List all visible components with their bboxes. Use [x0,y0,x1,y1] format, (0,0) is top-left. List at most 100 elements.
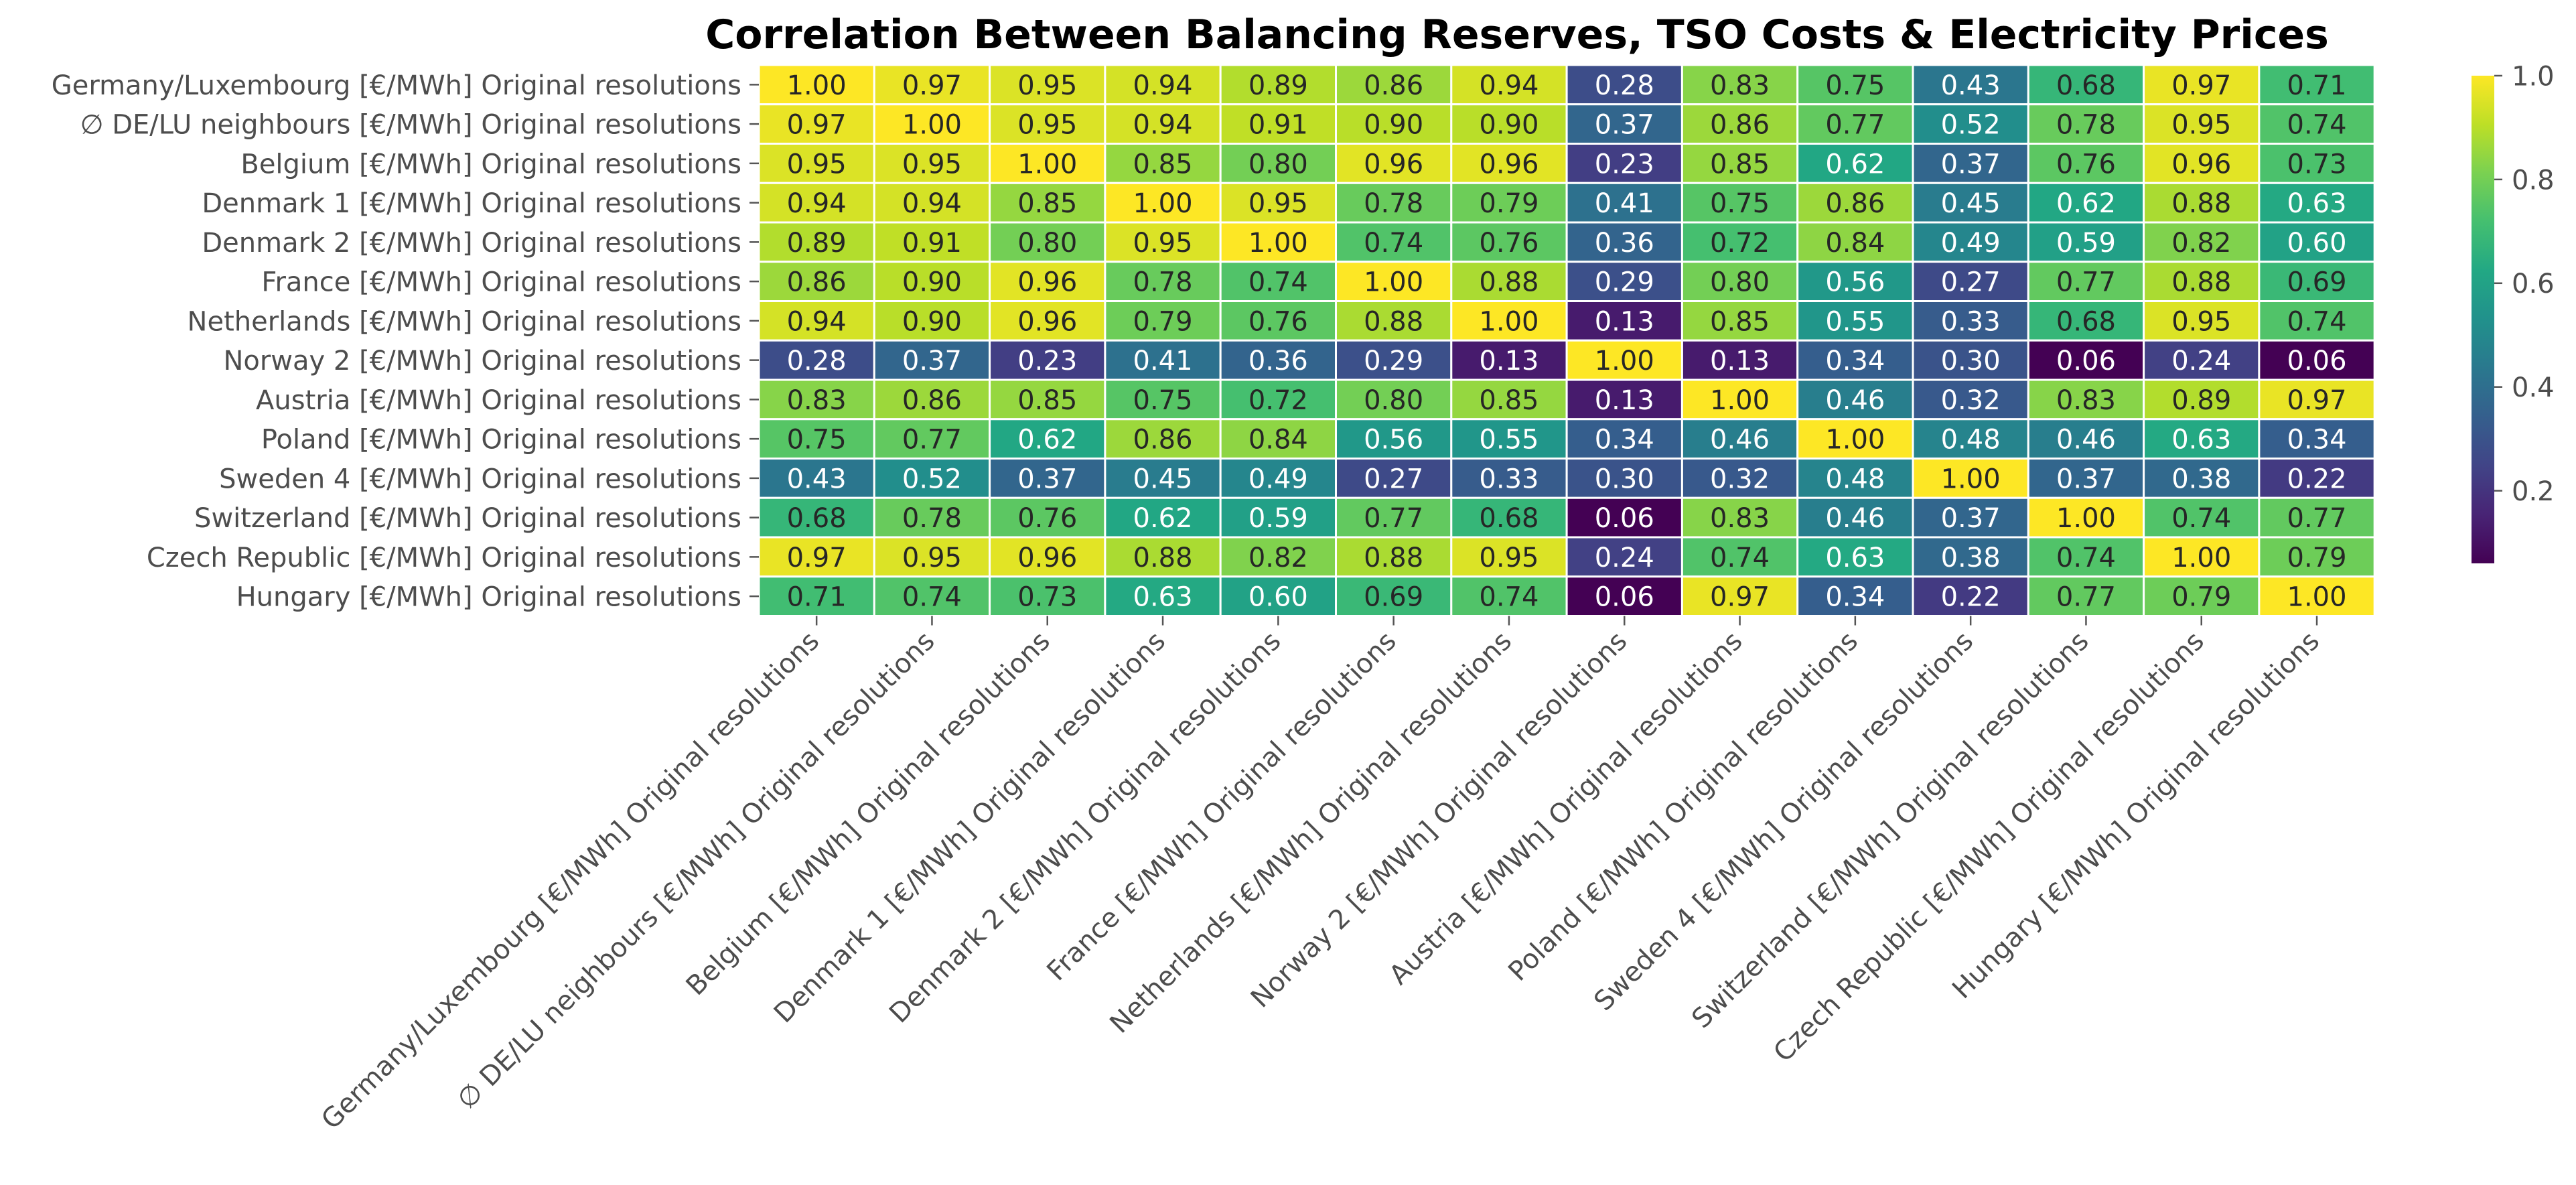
heatmap-cell [758,103,875,145]
cell-value-label: 0.72 [1248,385,1308,416]
cell-value-label: 0.91 [1248,110,1308,141]
heatmap-cell [1796,575,1914,617]
cell-value-label: 0.95 [1133,228,1193,259]
y-tick-label: Hungary [€/MWh] Original resolutions [236,582,741,613]
heatmap-cell [2143,143,2261,184]
cell-value-label: 0.30 [1595,464,1654,494]
cell-value-label: 0.22 [2287,464,2347,494]
cell-value-label: 0.68 [2056,306,2116,337]
cell-value-label: 0.91 [902,228,962,259]
cell-value-label: 0.82 [2171,228,2231,259]
y-tick-label: Germany/Luxembourg [€/MWh] Original reso… [52,70,741,101]
cell-value-label: 0.95 [902,149,962,180]
cell-value-label: 0.55 [1479,425,1539,456]
colorbar-tick-label: 0.2 [2512,476,2555,507]
cell-value-label: 0.45 [1133,464,1193,494]
cell-value-label: 0.76 [1248,306,1308,337]
cell-value-label: 0.77 [902,425,962,456]
heatmap-cell [1680,300,1799,342]
cell-value-label: 0.34 [2287,425,2347,456]
heatmap-cell [1796,378,1914,421]
heatmap-cell [758,182,875,224]
cell-value-label: 0.46 [1710,425,1770,456]
cell-value-label: 0.76 [1479,228,1539,259]
heatmap-cell [1912,103,2029,145]
cell-value-label: 0.86 [902,385,962,416]
cell-value-label: 0.95 [2171,110,2231,141]
heatmap-cell [1450,221,1568,263]
cell-value-label: 0.94 [1479,70,1539,101]
y-tick-label: Denmark 1 [€/MWh] Original resolutions [202,188,741,219]
cell-value-label: 1.00 [1710,385,1770,416]
heatmap-cell [1104,575,1222,617]
heatmap-cell [1796,64,1914,106]
cell-value-label: 0.59 [1248,503,1308,534]
cell-value-label: 1.00 [1133,188,1193,219]
heatmap-cell [873,221,991,263]
cell-value-label: 0.74 [1710,543,1770,573]
cell-value-label: 0.94 [1133,70,1193,101]
cell-value-label: 0.95 [1248,188,1308,219]
heatmap-cell [873,300,991,342]
heatmap-cell [1912,378,2029,421]
cell-value-label: 0.85 [1017,188,1077,219]
heatmap-cell [1912,536,2029,578]
heatmap-cell [1565,182,1683,224]
cell-value-label: 0.74 [2287,110,2347,141]
cell-value-label: 0.97 [902,70,962,101]
heatmap-cell [1565,575,1683,617]
cell-value-label: 0.86 [1710,110,1770,141]
cell-value-label: 0.88 [1364,306,1423,337]
cell-value-label: 1.00 [2056,503,2116,534]
cell-value-label: 0.77 [1825,110,1885,141]
cell-value-label: 0.24 [1595,543,1654,573]
cell-value-label: 0.34 [1825,582,1885,613]
cell-value-label: 0.77 [2287,503,2347,534]
heatmap-cell [2143,64,2261,106]
chart-title: Correlation Between Balancing Reserves, … [705,11,2329,58]
cell-value-label: 0.79 [2287,543,2347,573]
cell-value-label: 0.88 [1133,543,1193,573]
cell-value-label: 0.45 [1941,188,2001,219]
cell-value-label: 0.86 [1133,425,1193,456]
cell-value-label: 0.49 [1941,228,2001,259]
heatmap-cell [989,221,1106,263]
cell-value-label: 0.80 [1017,228,1077,259]
cell-value-label: 0.37 [1941,503,2001,534]
cell-value-label: 0.36 [1595,228,1654,259]
cell-value-label: 0.41 [1595,188,1654,219]
cell-value-label: 0.85 [1133,149,1193,180]
heatmap-cell [1450,575,1568,617]
cell-value-label: 0.74 [1479,582,1539,613]
heatmap-cell [2143,458,2261,499]
heatmap-cell [1335,221,1453,263]
cell-value-label: 0.62 [1017,425,1077,456]
cell-value-label: 0.86 [1364,70,1423,101]
heatmap-cell [873,103,991,145]
cell-value-label: 0.52 [902,464,962,494]
cell-value-label: 0.63 [1825,543,1885,573]
cell-value-label: 0.60 [1248,582,1308,613]
cell-value-label: 0.74 [1248,267,1308,298]
heatmap-cell [1565,221,1683,263]
heatmap-cell [1219,339,1337,381]
heatmap-cell [1450,182,1568,224]
cell-value-label: 0.90 [1479,110,1539,141]
cell-value-label: 0.62 [2056,188,2116,219]
cell-value-label: 1.00 [1825,425,1885,456]
heatmap-cell [989,103,1106,145]
heatmap-cell [1335,496,1453,539]
cell-value-label: 0.96 [1479,149,1539,180]
heatmap-cell [1796,103,1914,145]
cell-value-label: 1.00 [902,110,962,141]
cell-value-label: 0.28 [1595,70,1654,101]
cell-value-label: 0.85 [1710,149,1770,180]
cell-value-label: 0.75 [787,425,847,456]
heatmap-cell [2258,103,2376,145]
cell-value-label: 0.37 [902,346,962,376]
cell-value-label: 0.41 [1133,346,1193,376]
heatmap-cell [1796,261,1914,302]
cell-value-label: 0.94 [902,188,962,219]
cell-value-labels: 1.00 0.97 0.95 0.94 0.89 0.86 0.94 0.28 0.83 0.75… [787,70,2347,613]
cell-value-label: 0.97 [2171,70,2231,101]
